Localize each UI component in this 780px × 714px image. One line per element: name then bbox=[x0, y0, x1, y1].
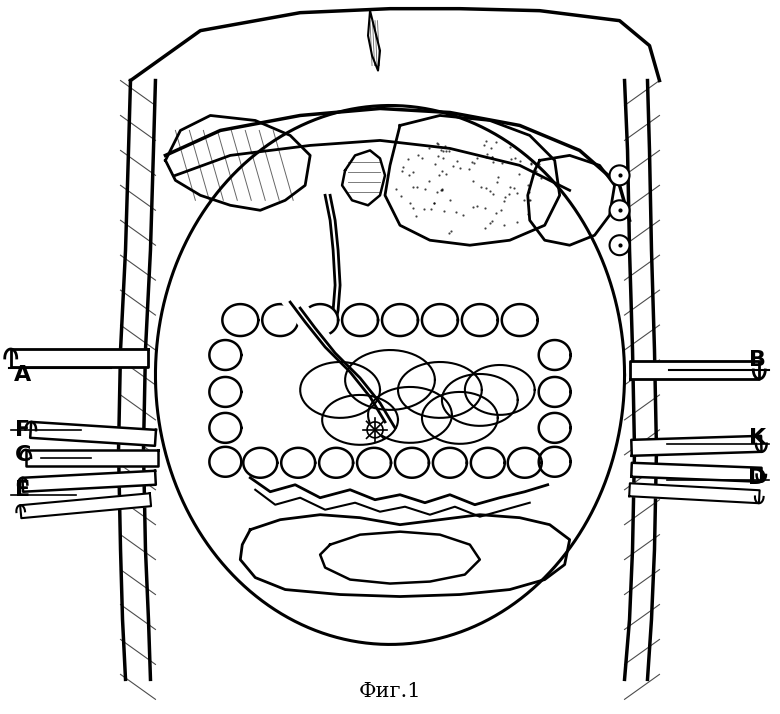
Polygon shape bbox=[422, 304, 458, 336]
Polygon shape bbox=[539, 377, 571, 407]
Polygon shape bbox=[26, 422, 36, 431]
Polygon shape bbox=[23, 471, 156, 492]
Circle shape bbox=[610, 235, 629, 255]
Polygon shape bbox=[18, 478, 27, 485]
Polygon shape bbox=[539, 413, 571, 443]
Polygon shape bbox=[243, 448, 277, 478]
Text: F: F bbox=[15, 420, 30, 440]
Text: E: E bbox=[15, 480, 30, 500]
Polygon shape bbox=[11, 349, 148, 367]
Polygon shape bbox=[209, 377, 241, 407]
Polygon shape bbox=[16, 506, 25, 512]
Polygon shape bbox=[629, 483, 760, 503]
Polygon shape bbox=[471, 448, 505, 478]
Polygon shape bbox=[756, 443, 767, 452]
Text: D: D bbox=[748, 468, 767, 488]
Text: K: K bbox=[749, 428, 766, 448]
Polygon shape bbox=[631, 436, 761, 456]
Polygon shape bbox=[755, 496, 764, 503]
Polygon shape bbox=[382, 304, 418, 336]
Text: C: C bbox=[15, 445, 31, 465]
Polygon shape bbox=[155, 106, 625, 645]
Polygon shape bbox=[209, 413, 241, 443]
Polygon shape bbox=[442, 374, 518, 426]
Polygon shape bbox=[322, 395, 398, 445]
Polygon shape bbox=[20, 450, 31, 458]
Polygon shape bbox=[508, 448, 541, 478]
Text: A: A bbox=[14, 365, 31, 385]
Polygon shape bbox=[302, 304, 338, 336]
Text: Фиг.1: Фиг.1 bbox=[359, 682, 421, 701]
Polygon shape bbox=[502, 304, 537, 336]
Polygon shape bbox=[422, 392, 498, 444]
Polygon shape bbox=[631, 463, 761, 482]
Polygon shape bbox=[753, 370, 765, 379]
Polygon shape bbox=[209, 447, 241, 477]
Circle shape bbox=[610, 201, 629, 220]
Polygon shape bbox=[357, 448, 391, 478]
Polygon shape bbox=[222, 304, 258, 336]
Polygon shape bbox=[209, 340, 241, 370]
Polygon shape bbox=[629, 361, 759, 379]
Polygon shape bbox=[368, 387, 452, 443]
Polygon shape bbox=[342, 304, 378, 336]
Polygon shape bbox=[262, 304, 298, 336]
Polygon shape bbox=[300, 362, 380, 418]
Polygon shape bbox=[20, 493, 151, 518]
Polygon shape bbox=[30, 422, 156, 446]
Polygon shape bbox=[462, 304, 498, 336]
Polygon shape bbox=[282, 448, 315, 478]
Polygon shape bbox=[398, 362, 482, 418]
Polygon shape bbox=[367, 422, 383, 438]
Polygon shape bbox=[346, 350, 435, 410]
Polygon shape bbox=[26, 450, 158, 466]
Polygon shape bbox=[465, 365, 535, 415]
Circle shape bbox=[610, 166, 629, 186]
Polygon shape bbox=[757, 475, 766, 482]
Polygon shape bbox=[433, 448, 467, 478]
Polygon shape bbox=[395, 448, 429, 478]
Text: B: B bbox=[749, 350, 766, 370]
Polygon shape bbox=[5, 349, 16, 358]
Polygon shape bbox=[319, 448, 353, 478]
Polygon shape bbox=[539, 340, 571, 370]
Polygon shape bbox=[539, 447, 571, 477]
